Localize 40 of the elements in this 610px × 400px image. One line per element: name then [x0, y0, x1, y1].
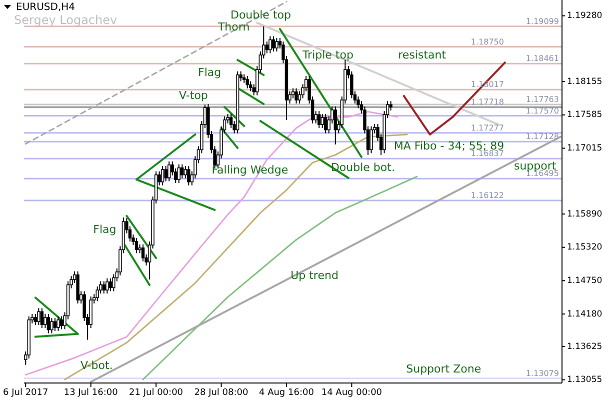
ref-line-label: 1.16495 — [526, 169, 559, 178]
x-tick-label: 28 Jul 08:00 — [194, 388, 249, 398]
annotation: Falling Wedge — [212, 163, 288, 176]
ref-line-label: 1.17718 — [470, 98, 504, 107]
x-tick-label: 4 Aug 16:00 — [258, 388, 314, 398]
annotation: Thorn — [216, 20, 250, 34]
chart-title: EURUSD,H4 — [16, 2, 76, 13]
y-tick-label: 1.19280 — [567, 11, 602, 22]
x-tick-label: 21 Jul 00:00 — [129, 388, 184, 398]
ref-line-label: 1.17277 — [470, 123, 504, 132]
y-tick-label: 1.15320 — [567, 242, 602, 253]
annotation: V-top — [179, 88, 208, 102]
y-tick-label: 1.15890 — [567, 209, 602, 220]
text: Sergey Logachev — [14, 13, 118, 27]
x-tick-label: 13 Jul 16:00 — [64, 388, 118, 398]
y-tick-label: 1.18155 — [567, 76, 602, 87]
x-tick-label: 6 Jul 2017 — [3, 388, 48, 398]
ref-line-label: 1.18750 — [470, 37, 504, 46]
ref-line-label: 1.19099 — [526, 16, 559, 26]
y-tick-label: 1.13625 — [567, 342, 602, 352]
ref-line-label: 1.17128 — [526, 132, 559, 142]
annotation: Triple top — [301, 48, 354, 62]
y-tick-label: 1.14180 — [567, 309, 602, 320]
annotation: Support Zone — [406, 362, 482, 376]
annotation: Up trend — [290, 268, 338, 282]
ref-line-label: 1.13079 — [526, 368, 559, 378]
y-tick-label: 1.14750 — [567, 276, 602, 286]
annotation: Double top — [230, 8, 291, 22]
annotation: Flag — [198, 66, 222, 79]
ref-line-label: 1.17763 — [526, 94, 559, 104]
y-tick-label: 1.13055 — [567, 375, 602, 386]
annotation: Flag — [93, 222, 116, 236]
annotation: Double bot. — [330, 160, 395, 174]
x-tick-label: 14 Aug 00:00 — [321, 388, 382, 398]
annotation: resistant — [398, 48, 447, 62]
ref-line-label: 1.18461 — [526, 54, 559, 64]
ref-line-label: 1.16122 — [470, 190, 504, 200]
y-tick-label: 1.17015 — [567, 144, 602, 154]
ref-line-label: 1.17570 — [526, 106, 559, 116]
y-tick-label: 1.17585 — [567, 110, 602, 120]
